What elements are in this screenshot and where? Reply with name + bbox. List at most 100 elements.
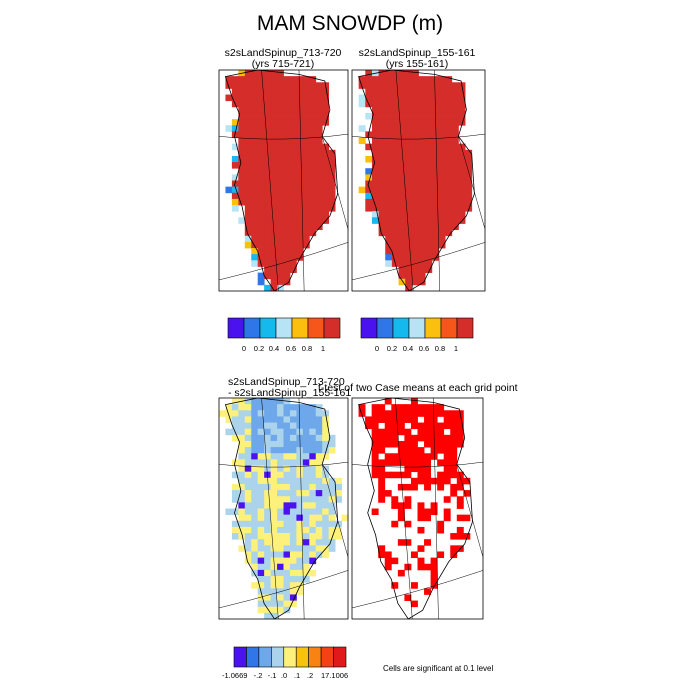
grid-cell bbox=[270, 520, 278, 528]
grid-cell bbox=[418, 174, 426, 181]
grid-cell bbox=[328, 545, 336, 552]
grid-cell bbox=[385, 94, 393, 102]
grid-cell bbox=[398, 106, 406, 114]
grid-cell bbox=[257, 223, 265, 231]
grid-cell bbox=[358, 410, 366, 417]
grid-cell bbox=[238, 88, 246, 95]
grid-cell bbox=[405, 76, 413, 83]
grid-cell bbox=[391, 70, 399, 77]
grid-cell bbox=[418, 180, 426, 188]
colorbar-top-right bbox=[360, 317, 474, 339]
grid-cell bbox=[322, 180, 330, 188]
grid-cell bbox=[322, 119, 330, 126]
colorbar-swatch bbox=[246, 646, 260, 668]
grid-cell bbox=[257, 70, 265, 77]
grid-cell bbox=[315, 416, 323, 423]
grid-cell bbox=[445, 198, 453, 206]
grid-cell bbox=[450, 440, 458, 448]
grid-cell bbox=[283, 459, 291, 466]
grid-cell bbox=[385, 198, 393, 206]
grid-cell bbox=[431, 76, 439, 83]
grid-cell bbox=[264, 533, 271, 540]
cbar2-tick-label: 0 bbox=[374, 344, 380, 353]
grid-cell bbox=[302, 569, 310, 577]
cbar1-tick-label: 0.2 bbox=[253, 344, 265, 353]
grid-cell bbox=[378, 440, 386, 448]
grid-cell bbox=[365, 94, 373, 102]
grid-cell bbox=[257, 76, 265, 83]
grid-cell bbox=[438, 82, 446, 89]
grid-cell bbox=[244, 440, 252, 448]
grid-cell bbox=[398, 278, 406, 286]
grid-cell bbox=[289, 217, 297, 224]
grid-cell bbox=[378, 465, 386, 473]
grid-cell bbox=[418, 198, 426, 206]
grid-cell bbox=[405, 217, 413, 224]
grid-cell bbox=[302, 100, 310, 108]
grid-cell bbox=[385, 143, 393, 151]
grid-cell bbox=[283, 131, 291, 138]
colorbar-top-left bbox=[227, 317, 341, 339]
grid-cell bbox=[371, 453, 379, 460]
grid-cell bbox=[371, 155, 379, 163]
grid-cell bbox=[238, 100, 246, 108]
grid-cell bbox=[302, 229, 310, 237]
grid-cell bbox=[264, 192, 271, 200]
grid-cell bbox=[404, 520, 412, 528]
grid-cell bbox=[425, 211, 433, 218]
grid-cell bbox=[315, 112, 323, 120]
grid-cell bbox=[264, 459, 271, 466]
grid-cell bbox=[438, 137, 446, 145]
grid-cell bbox=[231, 533, 239, 540]
grid-cell bbox=[296, 569, 304, 577]
grid-cell bbox=[283, 205, 291, 212]
grid-cell bbox=[445, 119, 453, 126]
grid-cell bbox=[458, 106, 466, 114]
grid-cell bbox=[251, 88, 259, 95]
grid-cell bbox=[411, 266, 419, 273]
grid-cell bbox=[289, 582, 297, 589]
grid-cell bbox=[264, 119, 271, 126]
grid-cell bbox=[238, 82, 246, 89]
grid-cell bbox=[277, 82, 284, 89]
grid-cell bbox=[251, 143, 259, 151]
grid-cell bbox=[391, 131, 399, 138]
grid-cell bbox=[335, 477, 342, 485]
grid-cell bbox=[417, 477, 425, 485]
grid-cell bbox=[315, 539, 323, 546]
grid-cell bbox=[283, 260, 291, 267]
colorbar-swatch bbox=[259, 317, 277, 339]
grid-cell bbox=[264, 70, 271, 77]
grid-cell bbox=[289, 422, 297, 430]
grid-cell bbox=[251, 440, 259, 448]
grid-cell bbox=[411, 82, 419, 89]
grid-cell bbox=[405, 162, 413, 169]
grid-cell bbox=[430, 557, 438, 565]
cbar1-tick-label: 1 bbox=[320, 344, 326, 353]
grid-cell bbox=[378, 168, 386, 175]
grid-cell bbox=[244, 447, 252, 454]
grid-cell bbox=[458, 94, 466, 102]
grid-cell bbox=[277, 428, 284, 436]
cbar2-tick-label: 0.8 bbox=[434, 344, 446, 353]
grid-cell bbox=[244, 235, 252, 243]
map-panel-top-left-meridian bbox=[298, 69, 305, 292]
grid-cell bbox=[398, 217, 406, 224]
grid-cell bbox=[244, 465, 252, 473]
grid-cell bbox=[289, 143, 297, 151]
grid-cell bbox=[257, 557, 265, 565]
grid-cell bbox=[296, 131, 304, 138]
grid-cell bbox=[322, 508, 330, 516]
grid-cell bbox=[328, 440, 336, 448]
grid-cell bbox=[411, 125, 419, 132]
grid-cell bbox=[251, 582, 259, 589]
grid-cell bbox=[283, 82, 291, 89]
grid-cell bbox=[405, 119, 413, 126]
grid-cell bbox=[277, 520, 284, 528]
grid-cell bbox=[417, 508, 425, 516]
grid-cell bbox=[257, 434, 265, 442]
grid-cell bbox=[289, 137, 297, 145]
grid-cell bbox=[309, 490, 317, 497]
grid-cell bbox=[244, 162, 252, 169]
grid-cell bbox=[289, 260, 297, 267]
